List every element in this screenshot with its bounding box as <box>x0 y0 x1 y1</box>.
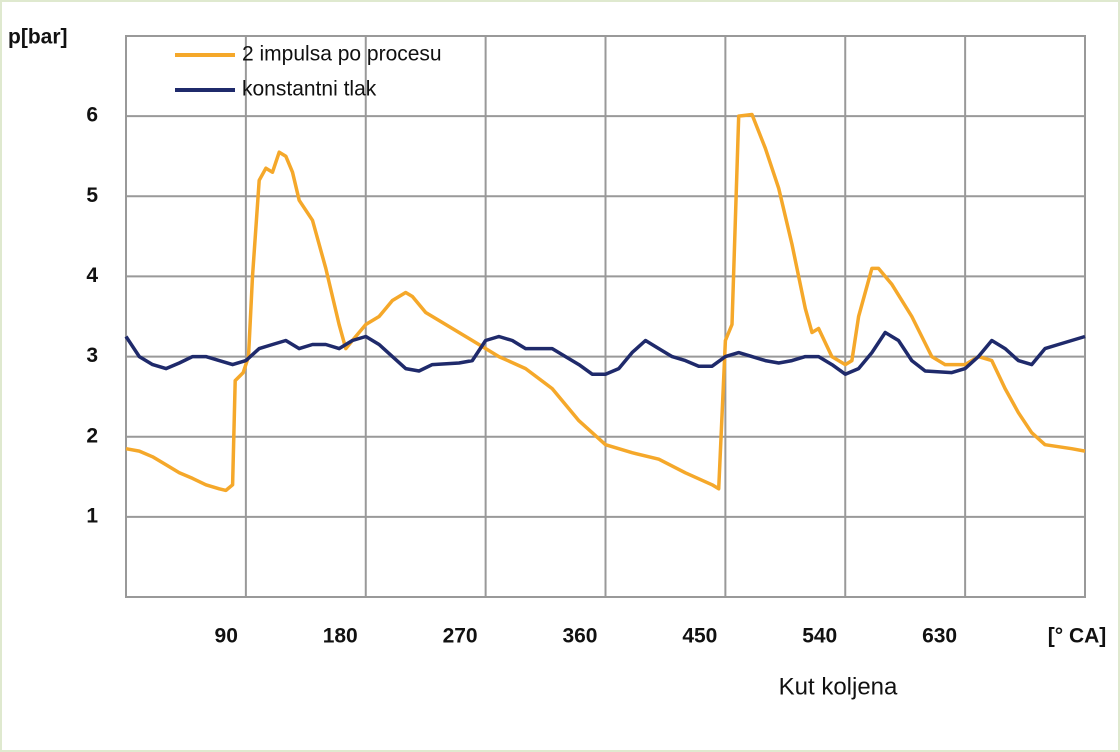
y-tick-label: 2 <box>86 424 98 447</box>
x-tick-label: 630 <box>922 625 957 648</box>
y-axis-label: p[bar] <box>8 26 68 49</box>
y-tick-label: 6 <box>86 104 98 127</box>
y-tick-label: 5 <box>86 184 98 207</box>
x-tick-label: 180 <box>323 625 358 648</box>
x-tick-label: [° CA] <box>1048 625 1107 648</box>
x-tick-label: 450 <box>682 625 717 648</box>
legend-label: 2 impulsa po procesu <box>242 43 442 66</box>
x-tick-label: 90 <box>215 625 238 648</box>
y-tick-label: 4 <box>86 264 98 287</box>
x-tick-label: 360 <box>562 625 597 648</box>
legend-label: konstantni tlak <box>242 78 377 101</box>
x-tick-label: 270 <box>443 625 478 648</box>
x-tick-label: 540 <box>802 625 837 648</box>
y-tick-label: 1 <box>86 504 98 527</box>
line-series <box>124 330 1086 376</box>
x-axis-label: Kut koljena <box>779 673 898 700</box>
y-tick-label: 3 <box>86 344 98 367</box>
